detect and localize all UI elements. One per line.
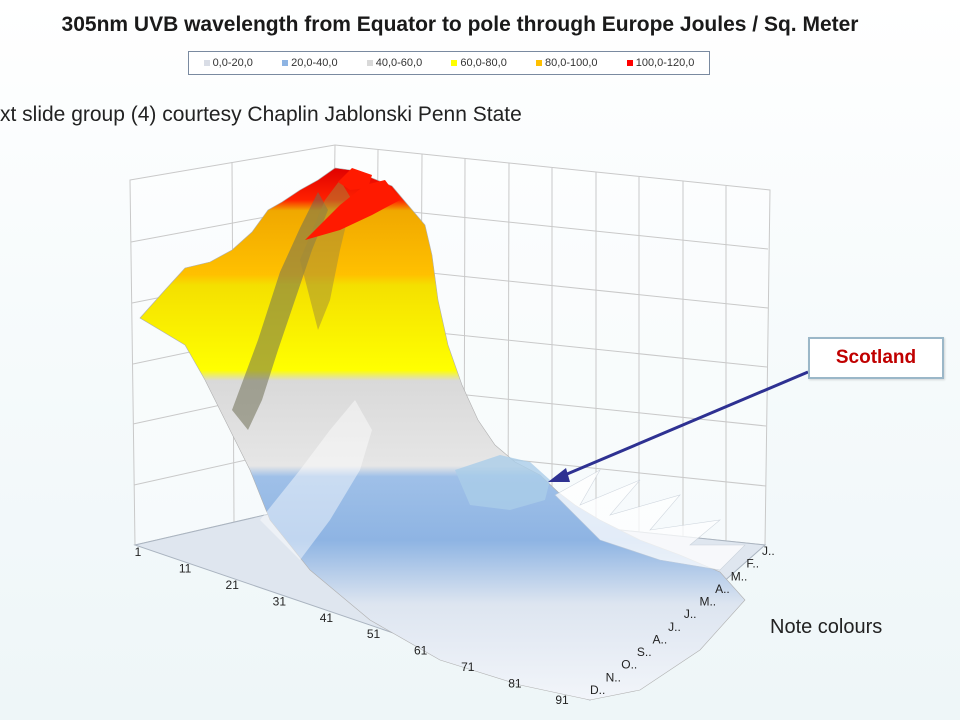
surface-spikes [554, 469, 746, 571]
surface-blue-shelf [455, 455, 550, 510]
legend-entry: 100,0-120,0 [626, 57, 695, 69]
y-tick-label: A.. [715, 582, 730, 596]
legend-entry: 60,0-80,0 [451, 57, 507, 69]
x-tick-label: 71 [461, 660, 475, 674]
chart-legend: 0,0-20,0 20,0-40,0 40,0-60,0 60,0-80,0 80,0-… [188, 51, 710, 75]
legend-label: 20,0-40,0 [291, 57, 338, 69]
y-tick-label: M.. [731, 569, 748, 583]
legend-label: 100,0-120,0 [635, 57, 695, 69]
chart-title: 305nm UVB wavelength from Equator to pol… [61, 13, 859, 36]
slide-subtitle: xt slide group (4) courtesy Chaplin Jabl… [0, 103, 522, 126]
y-tick-label: J.. [762, 544, 775, 558]
legend-swatch [203, 60, 210, 66]
x-tick-label: 1 [135, 545, 142, 559]
uvb-surface [139, 167, 746, 701]
x-tick-label: 51 [367, 627, 381, 641]
y-tick-label: S.. [637, 645, 652, 659]
callout-arrow [548, 370, 809, 482]
legend-label: 80,0-100,0 [544, 57, 598, 69]
legend-label: 40,0-60,0 [375, 57, 423, 69]
y-tick-label: J.. [668, 620, 681, 634]
legend-swatch [451, 60, 458, 66]
legend-swatch [366, 60, 373, 66]
legend-entry: 20,0-40,0 [282, 57, 338, 69]
legend-entry: 80,0-100,0 [535, 57, 598, 69]
surface-hatch [260, 400, 372, 560]
y-tick-label: J.. [684, 607, 697, 621]
note-text: Note colours [770, 616, 883, 638]
y-tick-label: A.. [653, 632, 668, 646]
y-tick-label: D.. [590, 683, 605, 697]
legend-swatch [626, 60, 633, 66]
x-tick-label: 31 [273, 594, 287, 608]
surface-red-peak [305, 180, 400, 240]
x-tick-label: 91 [555, 693, 569, 707]
x-tick-label: 61 [414, 644, 428, 658]
legend-label: 0,0-20,0 [212, 57, 253, 69]
legend-entry: 0,0-20,0 [203, 57, 253, 69]
legend-swatch [282, 60, 289, 66]
y-tick-label: N.. [606, 670, 621, 684]
y-tick-label: F.. [746, 557, 759, 571]
y-axis-ticks: J..F..M..A..M..J..J..A..S..O..N..D.. [590, 544, 775, 697]
y-tick-label: M.. [699, 595, 716, 609]
x-tick-label: 81 [508, 677, 522, 691]
legend-label: 60,0-80,0 [460, 57, 507, 69]
surface-red-peak-top [338, 168, 372, 190]
legend-swatch [535, 60, 542, 66]
scotland-callout: Scotland [808, 337, 944, 379]
x-tick-label: 11 [179, 561, 192, 575]
y-tick-label: O.. [621, 658, 637, 672]
x-tick-label: 41 [320, 611, 334, 625]
legend-entry: 40,0-60,0 [366, 57, 423, 69]
x-tick-label: 21 [226, 578, 240, 592]
